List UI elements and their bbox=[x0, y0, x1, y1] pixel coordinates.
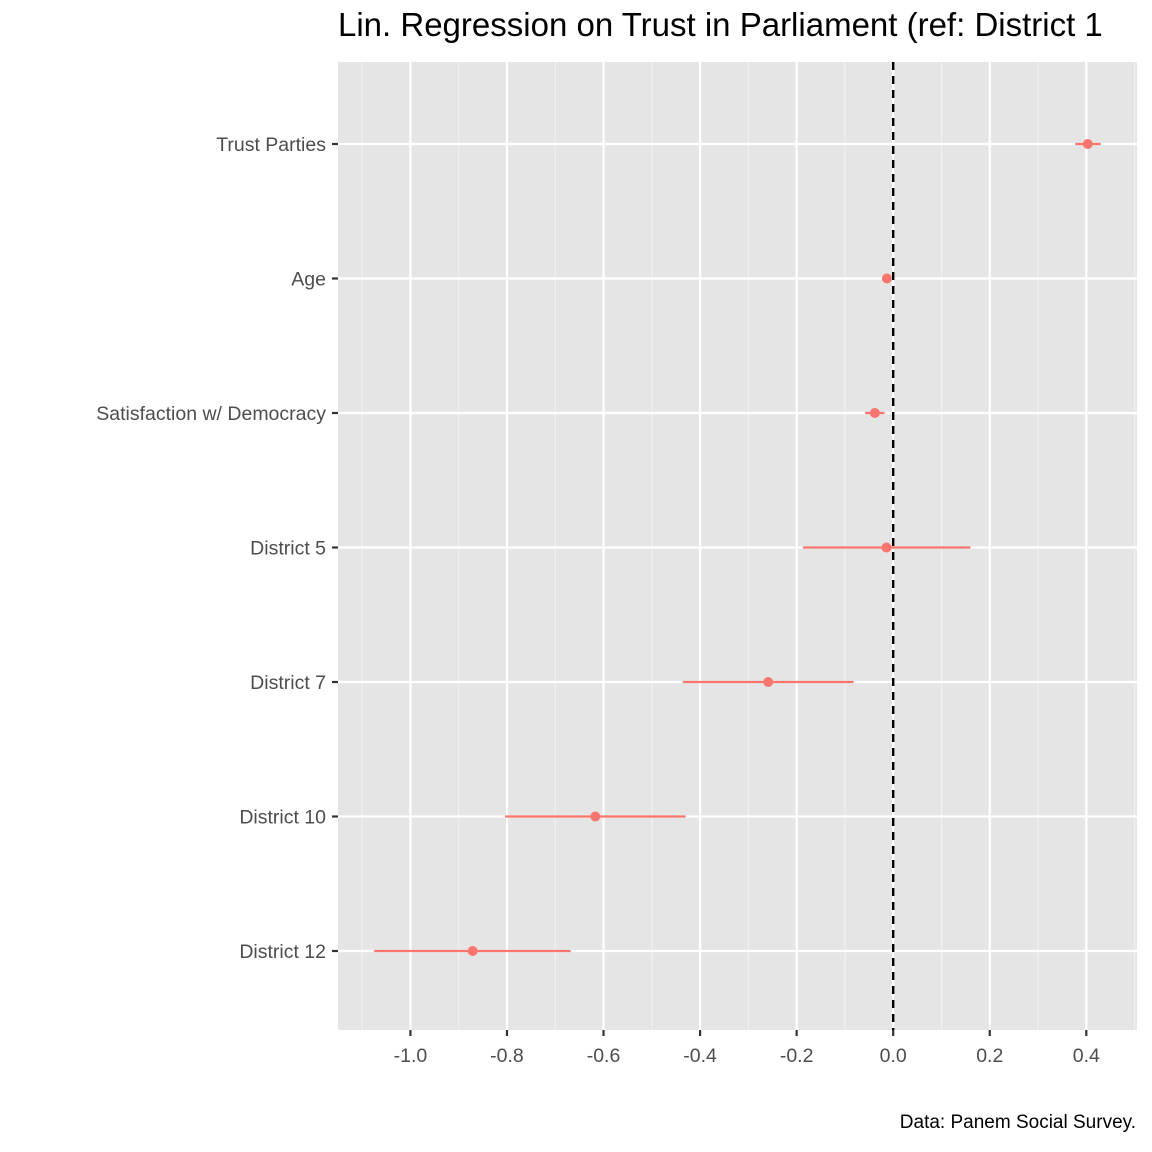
y-tick-label: District 7 bbox=[250, 672, 326, 694]
x-tick-label: -0.6 bbox=[587, 1045, 621, 1067]
x-tick-label: 0.0 bbox=[880, 1045, 907, 1067]
chart-title: Lin. Regression on Trust in Parliament (… bbox=[338, 6, 1103, 43]
x-tick-label: 0.4 bbox=[1073, 1045, 1100, 1067]
chart-caption: Data: Panem Social Survey. bbox=[899, 1112, 1136, 1133]
coefficient-marks bbox=[374, 139, 1101, 956]
coefficient-point bbox=[467, 946, 478, 956]
coefficient-point bbox=[881, 542, 892, 553]
x-tick-label: 0.2 bbox=[976, 1045, 1003, 1067]
coefficient-point bbox=[869, 408, 880, 418]
y-tick-label: Satisfaction w/ Democracy bbox=[96, 403, 326, 425]
minor-gridlines bbox=[361, 62, 1136, 1030]
x-tick-label: -0.4 bbox=[683, 1045, 717, 1067]
coefficient-point bbox=[590, 811, 601, 822]
y-tick-label: District 5 bbox=[250, 538, 326, 560]
x-tick-label: -0.2 bbox=[780, 1045, 814, 1067]
coefficient-point bbox=[881, 273, 892, 284]
x-tick-label: -0.8 bbox=[490, 1045, 524, 1067]
y-axis: Trust Parties Age Satisfaction w/ Democrac… bbox=[96, 134, 338, 963]
plot-panel bbox=[338, 62, 1137, 1030]
coefficient-point bbox=[1082, 139, 1093, 149]
y-tick-label: District 12 bbox=[239, 941, 326, 963]
y-tick-label: Trust Parties bbox=[216, 134, 326, 156]
y-tick-label: Age bbox=[291, 269, 326, 291]
y-tick-label: District 10 bbox=[239, 807, 326, 829]
x-axis: -1.0 -0.8 -0.6 -0.4 -0.2 0.0 0.2 0.4 bbox=[394, 1030, 1100, 1067]
x-tick-label: -1.0 bbox=[394, 1045, 428, 1067]
coefficient-point bbox=[763, 677, 774, 687]
